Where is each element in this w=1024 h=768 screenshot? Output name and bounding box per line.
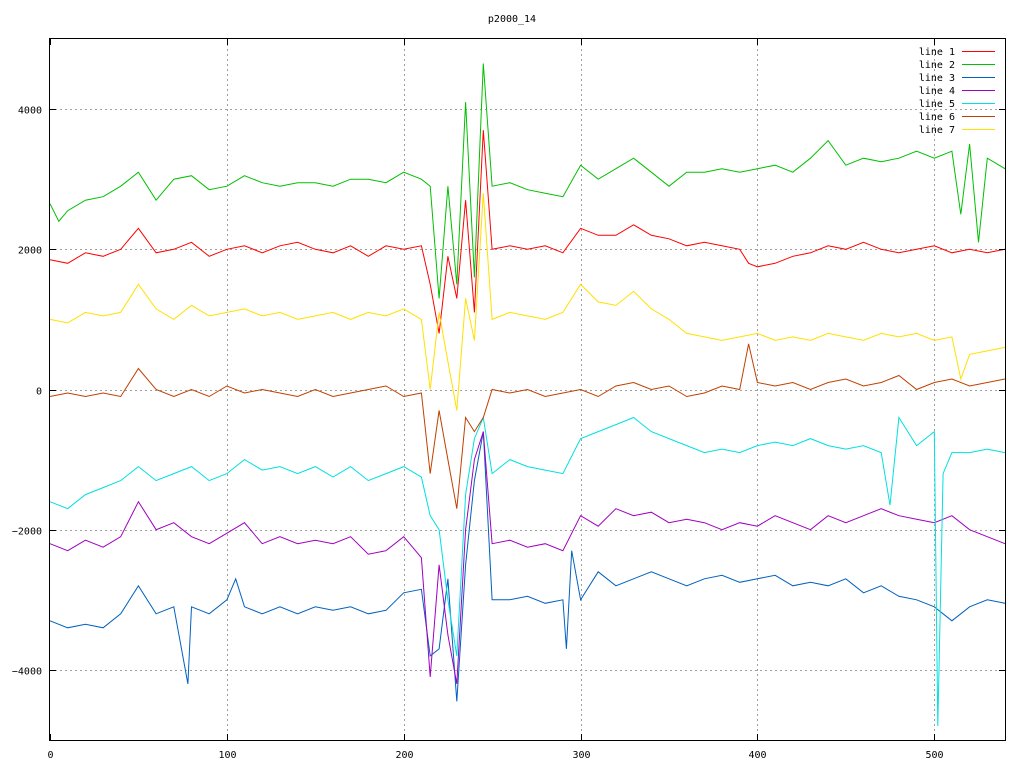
series-line-5 bbox=[49, 415, 1006, 727]
series-line-6 bbox=[49, 343, 1006, 509]
series-line-2 bbox=[49, 63, 1006, 299]
legend-label: line 5 bbox=[919, 99, 955, 110]
y-tick-label: −2000 bbox=[12, 527, 42, 538]
legend-label: line 2 bbox=[919, 60, 955, 71]
x-tick-label: 400 bbox=[748, 750, 766, 761]
y-tick-label: 4000 bbox=[18, 106, 42, 117]
y-tick-label: 0 bbox=[36, 387, 42, 398]
legend-label: line 1 bbox=[919, 47, 955, 58]
chart-title: p2000_14 bbox=[488, 14, 536, 25]
legend-label: line 4 bbox=[919, 86, 955, 97]
series-line-1 bbox=[49, 130, 1006, 334]
x-tick-label: 100 bbox=[218, 750, 236, 761]
series-line-3 bbox=[49, 431, 1006, 702]
x-tick-label: 300 bbox=[572, 750, 590, 761]
x-tick-label: 200 bbox=[395, 750, 413, 761]
series-group bbox=[49, 63, 1006, 727]
y-tick-label: −4000 bbox=[12, 667, 42, 678]
series-line-7 bbox=[49, 193, 1006, 411]
legend-label: line 3 bbox=[919, 73, 955, 84]
y-tick-label: 2000 bbox=[18, 246, 42, 257]
x-axis: 0 100 200 300 400 500 bbox=[47, 39, 944, 761]
legend-label: line 7 bbox=[919, 125, 955, 136]
series-line-4 bbox=[49, 431, 1006, 684]
x-tick-label: 0 bbox=[47, 750, 53, 761]
y-axis: −4000 −2000 0 2000 4000 bbox=[12, 106, 1005, 678]
legend: line 1 line 2 line 3 line 4 line 5 line 6 line… bbox=[919, 47, 995, 136]
plot-frame bbox=[49, 38, 1006, 741]
legend-label: line 6 bbox=[919, 112, 955, 123]
x-tick-label: 500 bbox=[925, 750, 943, 761]
